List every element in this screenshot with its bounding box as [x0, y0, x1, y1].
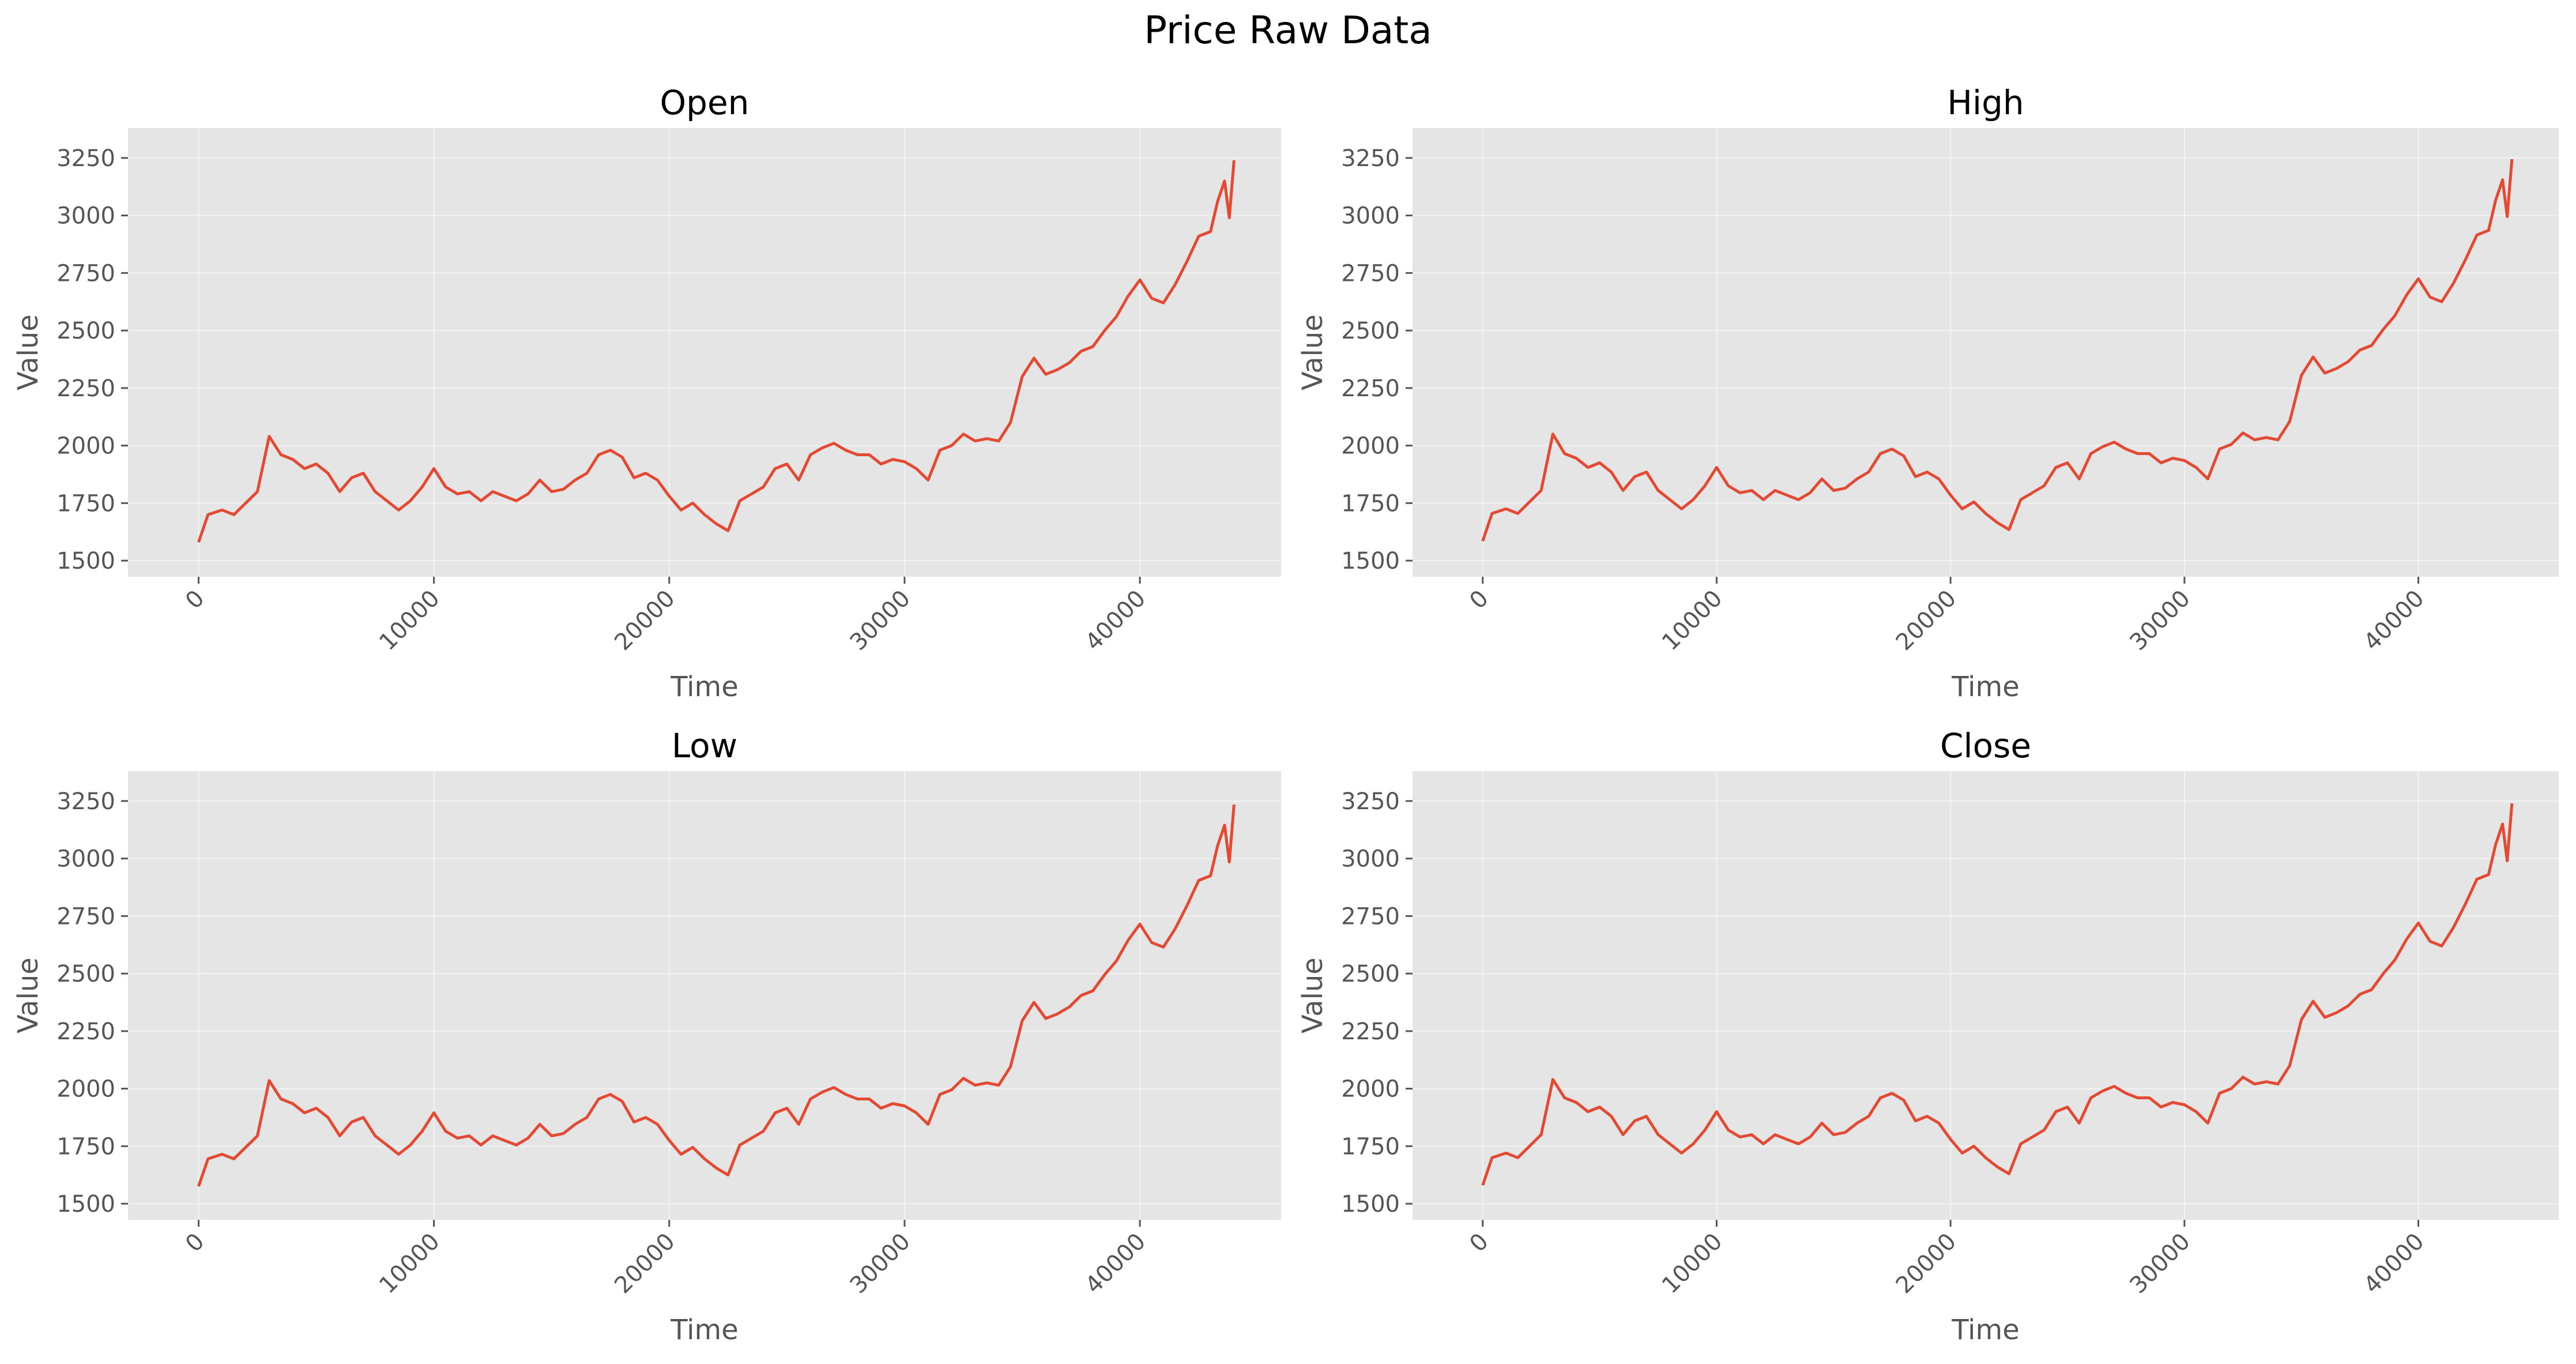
panel-4-ytick-label-7: 3250 [1341, 788, 1400, 815]
panel-4-ytick-label-3: 2250 [1341, 1019, 1400, 1045]
panel-2-ytick-label-0: 1500 [1341, 548, 1400, 574]
panel-2-xtick-label-4: 40000 [2359, 585, 2430, 656]
panel-3-xtick-label-4: 40000 [1080, 1228, 1151, 1299]
panel-3-xtick-label-0: 0 [180, 1228, 210, 1258]
panel-3-xtick-label-1: 10000 [374, 1228, 445, 1299]
figure-title: Price Raw Data [1144, 8, 1432, 52]
panel-2-ytick-label-1: 1750 [1341, 490, 1400, 517]
panel-2-high-chart: 1500 1750 2000 2250 2500 2750 3000 3250 0 10000 20… [1297, 83, 2559, 703]
panel-1-series-line-0 [197, 160, 1236, 543]
panel-2-plot-area [1413, 128, 2559, 577]
panel-3-ytick-label-4: 2500 [57, 961, 115, 987]
panel-2-ylabel: Value [1297, 314, 1329, 390]
panel-2-ytick-label-4: 2500 [1341, 318, 1400, 344]
panel-4-xtick-label-4: 40000 [2359, 1228, 2430, 1299]
panel-4-ylabel: Value [1297, 957, 1329, 1034]
panel-4-ytick-label-6: 3000 [1341, 846, 1400, 873]
panel-1-xtick-label-0: 0 [180, 585, 210, 615]
panel-4-xtick-label-3: 30000 [2125, 1228, 2195, 1299]
panel-2-title: High [1947, 83, 2024, 122]
panel-3-series-line-0 [197, 804, 1236, 1187]
panel-3-ytick-label-6: 3000 [57, 846, 115, 873]
panel-1-ytick-label-2: 2000 [57, 433, 115, 460]
panel-4-ytick-label-0: 1500 [1341, 1191, 1400, 1218]
panel-4-title: Close [1940, 726, 2031, 765]
panel-1-title: Open [660, 83, 750, 122]
panel-4-ytick-label-5: 2750 [1341, 903, 1400, 930]
panel-1-xtick-label-4: 40000 [1080, 585, 1151, 656]
panel-4-ytick-label-2: 2000 [1341, 1076, 1400, 1103]
panel-3-ylabel: Value [12, 957, 44, 1034]
panel-2-ytick-label-3: 2250 [1341, 375, 1400, 402]
panel-3-xtick-label-3: 30000 [845, 1228, 916, 1299]
panel-2-ytick-label-2: 2000 [1341, 433, 1400, 460]
panel-2-xtick-label-2: 20000 [1891, 585, 1962, 656]
panel-3-title: Low [672, 726, 737, 765]
panel-4-xtick-label-0: 0 [1464, 1228, 1494, 1258]
panel-4-xtick-label-2: 20000 [1891, 1228, 1962, 1299]
panel-4-xtick-label-1: 10000 [1657, 1228, 1728, 1299]
panel-4-xlabel: Time [1951, 1314, 2019, 1346]
panel-1-ytick-label-0: 1500 [57, 548, 115, 574]
panel-3-xlabel: Time [670, 1314, 738, 1346]
panel-1-ytick-label-6: 3000 [57, 203, 115, 230]
panel-2-series-line-0 [1481, 159, 2514, 542]
panel-1-xtick-label-3: 30000 [845, 585, 916, 656]
panel-1-open-chart: 1500 1750 2000 2250 2500 2750 3000 3250 0 10000 20… [12, 83, 1281, 703]
panel-4-series-line-0 [1481, 803, 2514, 1186]
panel-1-ytick-label-3: 2250 [57, 375, 115, 402]
panel-4-plot-area [1413, 771, 2559, 1220]
panel-3-ytick-label-2: 2000 [57, 1076, 115, 1103]
panel-3-low-chart: 1500 1750 2000 2250 2500 2750 3000 3250 0 10000 20… [12, 726, 1281, 1346]
panel-3-ytick-label-7: 3250 [57, 788, 115, 815]
panel-1-plot-area [128, 128, 1281, 577]
panel-2-xtick-label-3: 30000 [2125, 585, 2195, 656]
panel-3-ytick-label-0: 1500 [57, 1191, 115, 1218]
panel-4-close-chart: 1500 1750 2000 2250 2500 2750 3000 3250 0 10000 20… [1297, 726, 2559, 1346]
panel-1-ytick-label-1: 1750 [57, 490, 115, 517]
panel-1-xtick-label-2: 20000 [609, 585, 680, 656]
panel-1-ytick-label-7: 3250 [57, 145, 115, 172]
panel-1-ylabel: Value [12, 314, 44, 390]
panel-2-xtick-label-0: 0 [1464, 585, 1494, 615]
panel-2-xtick-label-1: 10000 [1657, 585, 1728, 656]
panel-1-xtick-label-1: 10000 [374, 585, 445, 656]
panel-3-ytick-label-5: 2750 [57, 903, 115, 930]
panel-3-xtick-label-2: 20000 [609, 1228, 680, 1299]
panel-2-ytick-label-7: 3250 [1341, 145, 1400, 172]
panel-3-ytick-label-1: 1750 [57, 1133, 115, 1160]
panel-3-plot-area [128, 771, 1281, 1220]
panel-1-ytick-label-5: 2750 [57, 260, 115, 287]
panel-1-xlabel: Time [670, 671, 738, 703]
panel-2-xlabel: Time [1951, 671, 2019, 703]
panel-1-ytick-label-4: 2500 [57, 318, 115, 344]
panel-4-ytick-label-4: 2500 [1341, 961, 1400, 987]
panel-3-ytick-label-3: 2250 [57, 1019, 115, 1045]
panel-4-ytick-label-1: 1750 [1341, 1133, 1400, 1160]
panel-2-ytick-label-5: 2750 [1341, 260, 1400, 287]
panel-2-ytick-label-6: 3000 [1341, 203, 1400, 230]
